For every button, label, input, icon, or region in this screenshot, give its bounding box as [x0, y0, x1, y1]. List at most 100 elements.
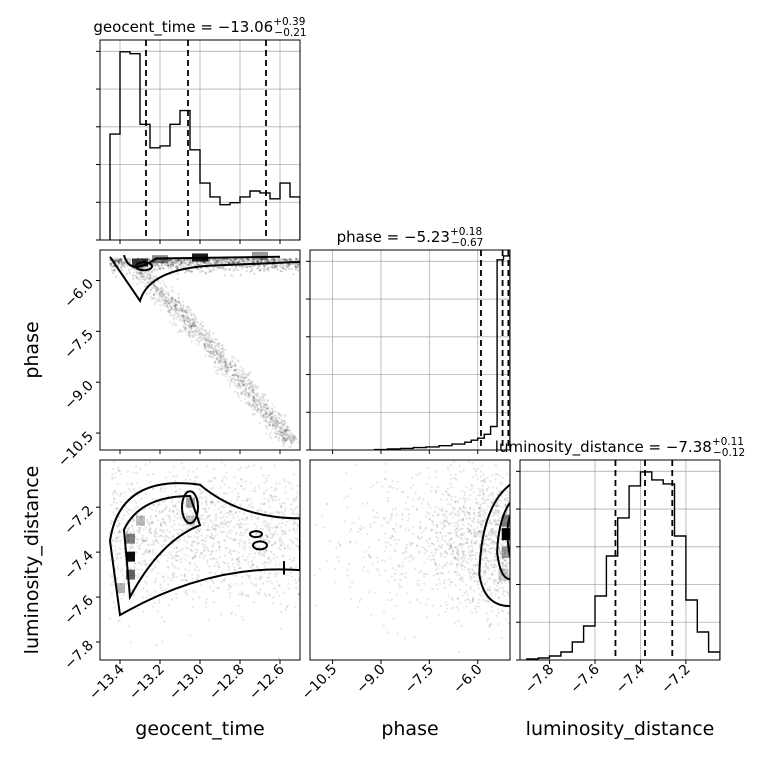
sample-point [221, 368, 224, 371]
sample-point [242, 488, 245, 491]
sample-point [200, 534, 203, 537]
sample-point [118, 258, 121, 262]
sample-point [217, 507, 220, 511]
sample-point [171, 290, 174, 293]
sample-point [266, 404, 269, 407]
sample-point [494, 473, 497, 476]
sample-point [224, 349, 227, 352]
sample-point [278, 430, 281, 433]
sample-point [197, 487, 200, 490]
sample-point [403, 637, 406, 640]
sample-point [243, 528, 246, 531]
sample-point [404, 507, 407, 510]
sample-point [395, 542, 398, 546]
sample-point [415, 507, 418, 510]
sample-point [395, 569, 398, 572]
sample-point [205, 332, 208, 335]
sample-point [217, 565, 220, 568]
sample-point [218, 266, 221, 269]
sample-point [494, 548, 497, 551]
sample-point [189, 322, 192, 325]
sample-point [450, 498, 453, 501]
sample-point [227, 260, 230, 263]
sample-point [238, 523, 241, 526]
sample-point [488, 533, 491, 536]
sample-point [172, 475, 175, 478]
sample-point [272, 424, 275, 427]
sample-point [195, 333, 198, 336]
sample-point [237, 560, 241, 563]
sample-point [234, 511, 237, 514]
sample-point [238, 534, 242, 537]
sample-point [229, 592, 232, 595]
sample-point [229, 362, 232, 365]
sample-point [136, 537, 139, 541]
sample-point [212, 582, 215, 585]
sample-point [167, 294, 170, 297]
sample-point [283, 436, 286, 440]
sample-point [187, 324, 190, 327]
sample-point [456, 551, 459, 554]
sample-point [238, 265, 241, 268]
sample-point [178, 263, 181, 266]
sample-point [469, 572, 472, 575]
sample-point [349, 541, 352, 544]
sample-point [237, 261, 240, 264]
sample-point [111, 538, 115, 541]
sample-point [121, 265, 124, 268]
sample-point [165, 262, 168, 265]
sample-point [255, 402, 258, 405]
sample-point [468, 530, 471, 533]
sample-point [378, 573, 381, 576]
sample-point [278, 584, 281, 587]
sample-point [174, 485, 177, 488]
sample-point [297, 263, 300, 266]
sample-point [466, 522, 470, 526]
sample-point [477, 487, 480, 491]
sample-point [241, 380, 244, 383]
sample-point [395, 593, 398, 596]
sample-point [165, 535, 168, 538]
sample-point [395, 604, 398, 608]
sample-point [203, 344, 206, 347]
sample-point [196, 321, 199, 324]
sample-point [223, 268, 226, 271]
sample-point [496, 487, 499, 490]
sample-point [147, 281, 150, 284]
sample-point [260, 576, 263, 579]
sample-point [390, 537, 393, 540]
sample-point [118, 494, 121, 497]
sample-point [232, 261, 235, 264]
sample-point [112, 265, 115, 268]
sample-point [152, 487, 155, 490]
scatter-panel-phase-luminosity_distance [309, 459, 511, 664]
sample-point [260, 257, 263, 260]
sample-point [126, 264, 129, 267]
sample-point [112, 460, 115, 463]
sample-point [220, 351, 223, 354]
sample-point [234, 369, 237, 372]
sample-point [182, 466, 186, 470]
sample-point [227, 258, 230, 261]
sample-point [127, 508, 130, 511]
sample-point [180, 260, 184, 263]
sample-point [180, 330, 183, 333]
sample-point [429, 558, 432, 562]
sample-point [287, 263, 290, 266]
sample-point [243, 260, 246, 263]
sample-point [494, 531, 497, 534]
sample-point [266, 525, 269, 528]
sample-point [228, 509, 231, 512]
sample-point [205, 601, 208, 604]
sample-point [174, 298, 177, 301]
sample-point [205, 465, 208, 468]
sample-point [164, 300, 167, 303]
sample-point [502, 558, 506, 561]
sample-point [199, 263, 202, 266]
sample-point [158, 510, 161, 513]
sample-point [167, 301, 170, 304]
sample-point [191, 324, 194, 327]
sample-point [242, 383, 245, 386]
sample-point [115, 259, 118, 262]
sample-point [185, 316, 188, 319]
